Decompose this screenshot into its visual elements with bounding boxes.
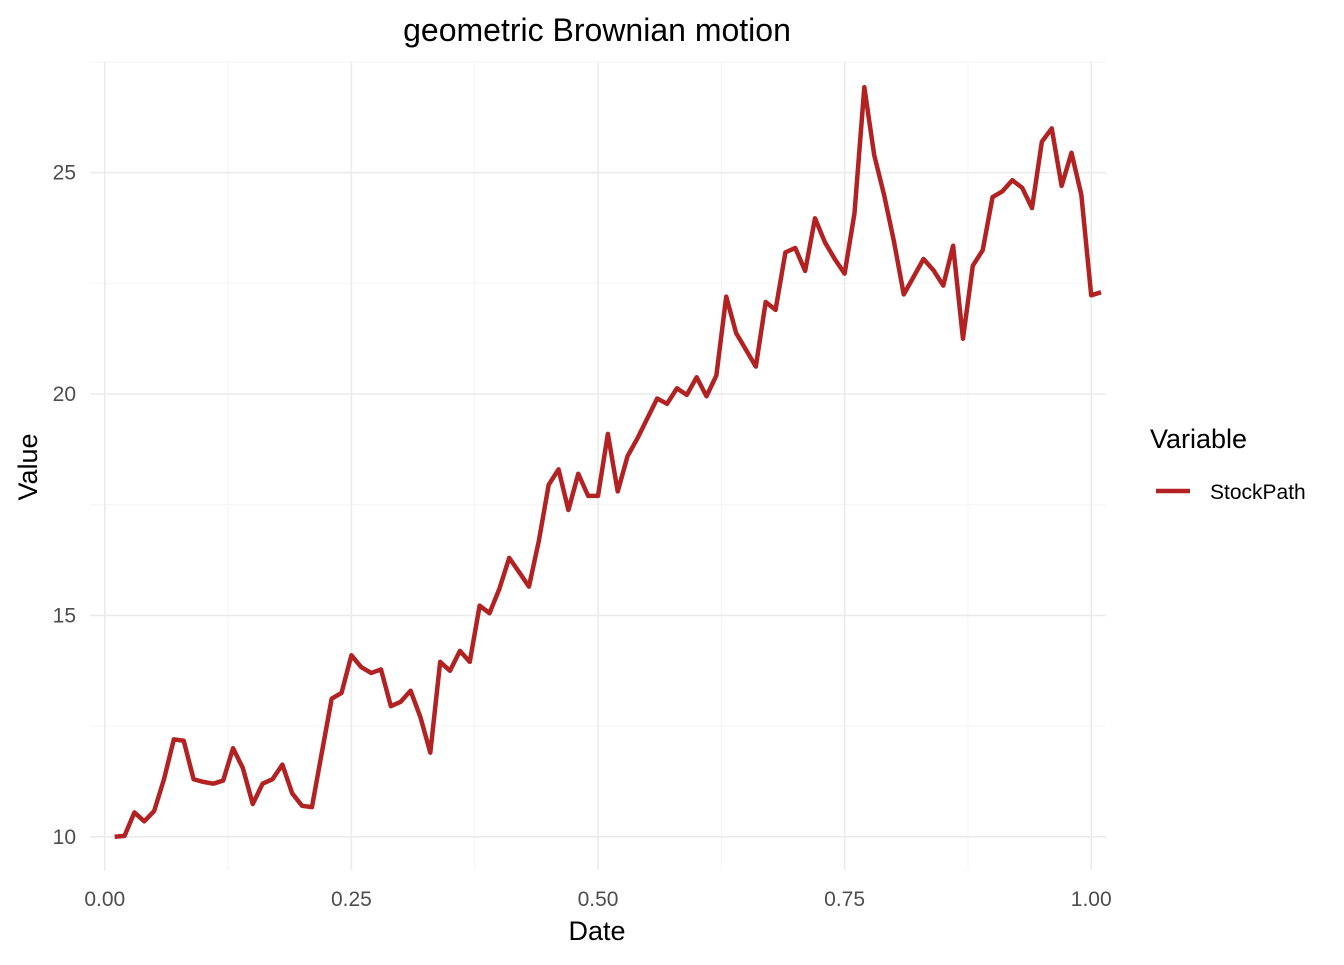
x-tick-label: 0.25 xyxy=(331,888,372,911)
y-tick-label: 25 xyxy=(53,162,76,185)
x-tick-label: 0.75 xyxy=(824,888,865,911)
chart-title: geometric Brownian motion xyxy=(403,12,791,48)
y-tick-label: 10 xyxy=(53,826,76,849)
legend-label-stockpath: StockPath xyxy=(1210,481,1306,504)
y-tick-label: 15 xyxy=(53,604,76,627)
legend-title: Variable xyxy=(1150,424,1247,454)
major-gridlines xyxy=(90,62,1106,870)
y-axis-ticks: 10 15 20 25 xyxy=(53,162,76,849)
series-layer xyxy=(114,84,1102,840)
x-tick-label: 1.00 xyxy=(1071,888,1112,911)
series-line-stockpath xyxy=(114,84,1102,840)
legend: Variable StockPath xyxy=(1150,424,1306,504)
x-tick-label: 0.00 xyxy=(84,888,125,911)
y-axis-title: Value xyxy=(13,433,43,500)
x-tick-label: 0.50 xyxy=(578,888,619,911)
x-axis-title: Date xyxy=(568,916,625,946)
y-tick-label: 20 xyxy=(53,383,76,406)
x-axis-ticks: 0.00 0.25 0.50 0.75 1.00 xyxy=(84,888,1111,911)
